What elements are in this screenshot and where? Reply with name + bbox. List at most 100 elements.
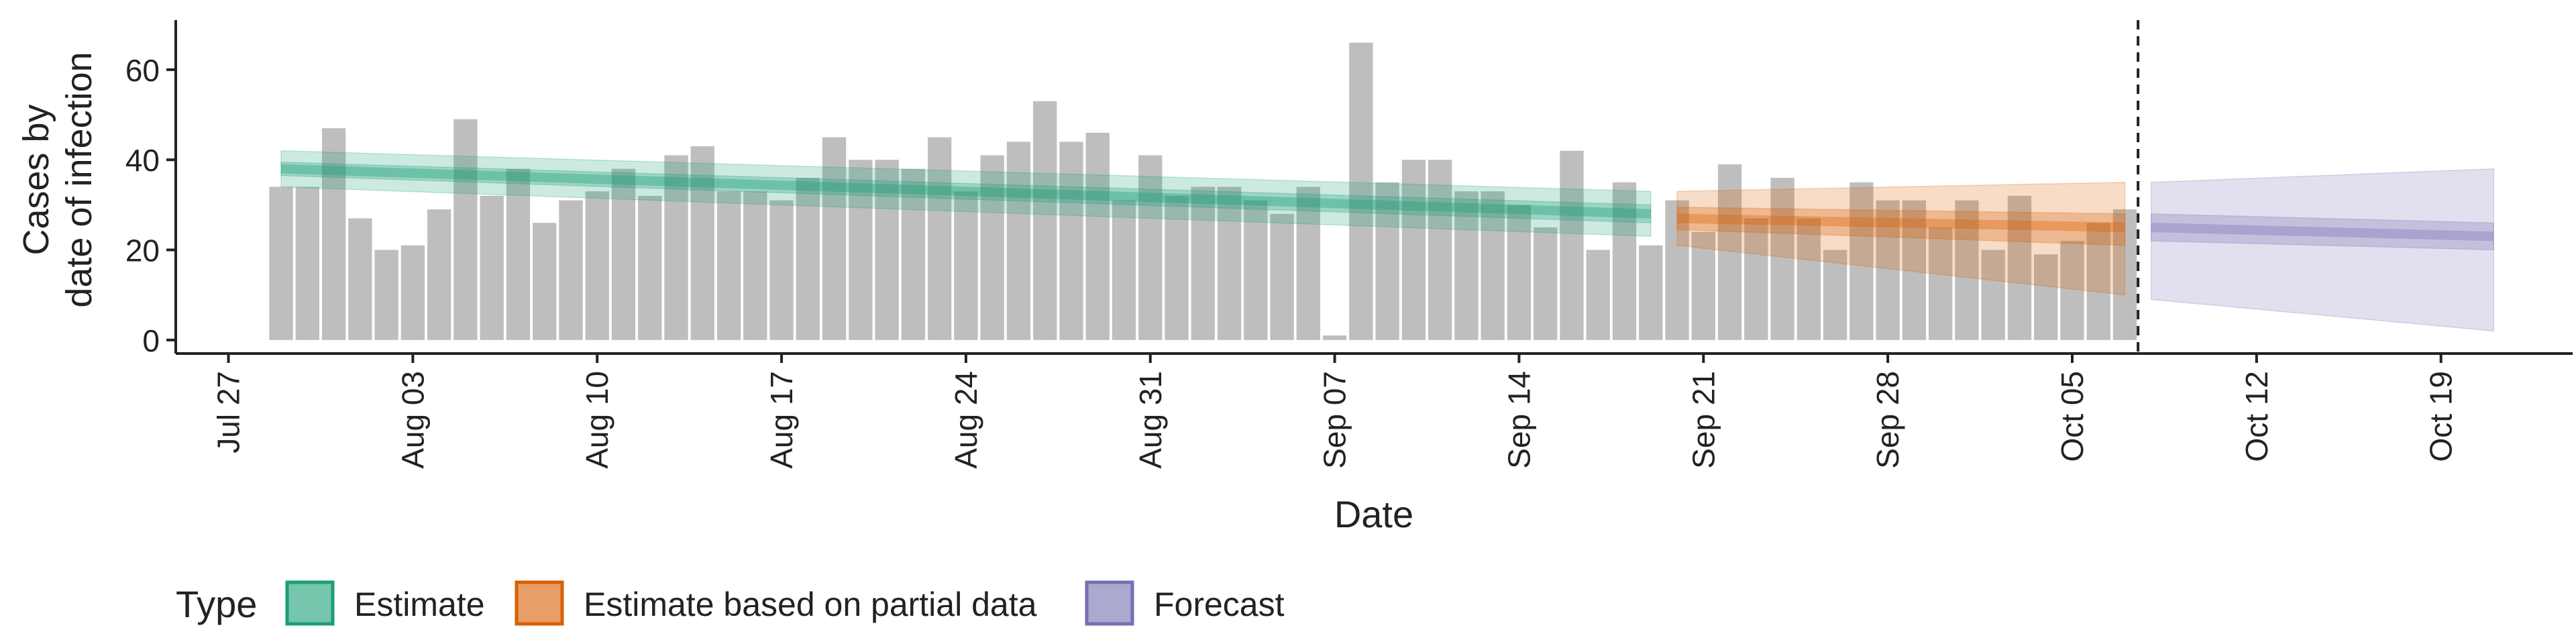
case-bar [1165,195,1189,340]
case-bar [769,200,794,340]
case-bar [1454,191,1479,340]
case-bar [1902,200,1927,340]
case-bar [1481,191,1505,340]
ci50-band [1676,206,2126,246]
case-bar [427,209,451,340]
ci50-band [280,161,1652,224]
case-bar [1586,250,1610,340]
case-bar [2086,223,2110,340]
case-bar [980,155,1004,340]
y-tick-label: 60 [125,53,160,88]
case-bar [295,186,319,340]
x-axis: Jul 27 Aug 03 Aug 10 Aug 17 Aug 24 Aug 31 Sep … [211,354,2459,469]
case-bar [875,160,899,340]
case-bar [1639,245,1663,340]
legend-key-2 [515,580,564,626]
ci90-band [280,150,1652,237]
case-bar [480,195,504,340]
case-bar [1349,42,1373,340]
legend-label-1: Estimate [354,586,485,623]
x-tick-label: Aug 24 [949,371,983,469]
case-bar [638,195,662,340]
case-bar [1085,132,1110,340]
estimate-bands [280,150,2494,332]
x-tick-label: Aug 10 [580,371,614,469]
case-bar [1534,227,1558,340]
case-bar [2034,254,2058,340]
case-bar [822,137,847,340]
case-bar [1375,182,1399,340]
legend: Type Estimate Estimate based on partial da… [176,580,1285,626]
case-bar [2007,195,2032,340]
case-bar [796,178,820,340]
case-bar [1244,200,1268,340]
case-bar [400,245,425,340]
x-tick-label: Aug 17 [764,371,799,469]
legend-label-2: Estimate based on partial data [584,586,1037,623]
case-bar [559,200,583,340]
ci90-band [2151,168,2494,332]
legend-label-3: Forecast [1154,586,1285,623]
x-tick-label: Sep 07 [1318,371,1352,469]
case-bar [1876,200,1900,340]
case-bar [690,146,714,340]
legend-key-3 [1085,580,1134,626]
case-bar [348,218,372,340]
case-bar [2112,209,2137,340]
x-axis-title: Date [1334,493,1413,535]
case-bar [374,250,398,340]
case-bar [585,191,609,340]
case-bar [611,168,636,340]
case-bar [1006,142,1031,340]
case-bar [1059,142,1083,340]
legend-key-1 [285,580,335,626]
case-bar [1112,200,1136,340]
legend-title: Type [176,583,257,625]
case-bar [1322,335,1347,340]
case-bar [1691,231,1715,340]
case-bar [1823,250,1847,340]
case-bar [1612,182,1637,340]
x-tick-label: Oct 19 [2424,371,2459,462]
case-bar [1981,250,2005,340]
case-bar [269,186,293,340]
case-bar [533,223,557,340]
case-bar [1033,101,1057,340]
case-bar [1138,155,1163,340]
case-bar [1191,186,1215,340]
case-bar [1560,150,1584,340]
case-bar [664,155,688,340]
x-tick-label: Sep 14 [1501,371,1536,469]
case-bar [1296,186,1321,340]
case-bar [1744,218,1768,340]
x-tick-label: Aug 31 [1133,371,1168,469]
case-bar [506,168,531,340]
y-tick-label: 40 [125,143,160,178]
case-bar [1507,205,1532,340]
case-bar [927,137,952,340]
median-line [280,164,1651,219]
case-bar [1929,227,1953,340]
ci50-band [2151,213,2494,251]
case-bar [901,168,926,340]
x-tick-label: Aug 03 [395,371,430,469]
y-tick-label: 20 [125,233,160,268]
x-tick-label: Oct 12 [2239,371,2274,462]
case-bar [1217,186,1242,340]
median-line [1676,213,2125,232]
case-bar [954,191,978,340]
case-bar [2060,241,2084,340]
case-bar [1270,213,1294,340]
bars [269,42,2137,340]
x-tick-label: Sep 28 [1870,371,1905,469]
y-axis: 0 20 40 60 [125,53,176,358]
case-bar [453,119,478,340]
y-tick-label: 0 [142,323,160,358]
case-bar [1717,164,1742,340]
y-axis-title: Cases by date of infection [16,52,99,307]
x-tick-label: Oct 05 [2055,371,2090,462]
ci90-band [1676,182,2126,296]
y-axis-title-line-2: date of infection [59,52,99,307]
case-bar [1401,160,1426,340]
